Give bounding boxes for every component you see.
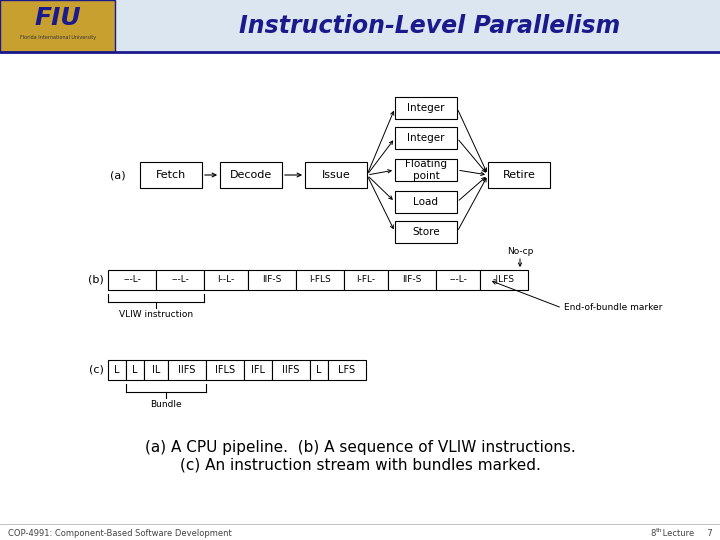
Bar — [395, 221, 457, 243]
Bar — [395, 159, 457, 181]
Bar — [296, 270, 344, 290]
Text: L: L — [316, 365, 322, 375]
Text: Store: Store — [412, 227, 440, 237]
Text: I-FL-: I-FL- — [356, 275, 376, 285]
Text: Floating
point: Floating point — [405, 159, 447, 181]
Text: ---L-: ---L- — [449, 275, 467, 285]
Text: Bundle: Bundle — [150, 400, 182, 409]
Text: 8: 8 — [650, 529, 655, 537]
Bar — [395, 127, 457, 149]
Bar — [156, 270, 204, 290]
Text: Decode: Decode — [230, 170, 272, 180]
Text: End-of-bundle marker: End-of-bundle marker — [564, 303, 662, 313]
Text: Integer: Integer — [408, 103, 445, 113]
Bar — [488, 162, 550, 188]
Text: (c): (c) — [89, 365, 104, 375]
Text: IFL: IFL — [251, 365, 265, 375]
Text: th: th — [656, 528, 662, 532]
Text: LFS: LFS — [338, 365, 356, 375]
Bar — [244, 360, 272, 380]
Text: Lecture     7: Lecture 7 — [660, 529, 713, 537]
Text: IFLS: IFLS — [215, 365, 235, 375]
Text: (b): (b) — [89, 275, 104, 285]
Text: Retire: Retire — [503, 170, 536, 180]
Text: FIU: FIU — [35, 6, 81, 30]
Text: Load: Load — [413, 197, 438, 207]
Bar — [0, 0, 720, 52]
Text: IIF-S: IIF-S — [402, 275, 422, 285]
Text: ---L-: ---L- — [171, 275, 189, 285]
Text: Fetch: Fetch — [156, 170, 186, 180]
Text: Integer: Integer — [408, 133, 445, 143]
Text: (a): (a) — [110, 170, 126, 180]
Bar — [0, 0, 115, 52]
Bar — [310, 360, 328, 380]
Text: Issue: Issue — [322, 170, 351, 180]
Text: I-FLS: I-FLS — [309, 275, 331, 285]
Bar — [220, 162, 282, 188]
Bar — [388, 270, 436, 290]
Bar — [206, 360, 244, 380]
Text: IIFS: IIFS — [282, 365, 300, 375]
Bar — [108, 270, 156, 290]
Text: Florida International University: Florida International University — [20, 36, 96, 40]
Bar — [328, 360, 366, 380]
Text: ---L-: ---L- — [123, 275, 141, 285]
Text: L: L — [132, 365, 138, 375]
Bar — [436, 270, 480, 290]
Bar — [126, 360, 144, 380]
Bar — [248, 270, 296, 290]
Bar — [305, 162, 367, 188]
Bar — [395, 191, 457, 213]
Text: No-cp: No-cp — [507, 247, 534, 256]
Bar — [480, 270, 528, 290]
Text: IIFS: IIFS — [179, 365, 196, 375]
Text: VLIW instruction: VLIW instruction — [119, 310, 193, 319]
Bar — [108, 360, 126, 380]
Text: I--L-: I--L- — [217, 275, 235, 285]
Bar — [272, 360, 310, 380]
Text: IIF-S: IIF-S — [262, 275, 282, 285]
Bar — [140, 162, 202, 188]
Bar — [168, 360, 206, 380]
Text: (c) An instruction stream with bundles marked.: (c) An instruction stream with bundles m… — [179, 458, 541, 473]
Text: -|LFS: -|LFS — [493, 275, 515, 285]
Text: COP-4991: Component-Based Software Development: COP-4991: Component-Based Software Devel… — [8, 529, 232, 537]
Bar — [395, 97, 457, 119]
Text: L: L — [114, 365, 120, 375]
Bar — [344, 270, 388, 290]
Text: IL: IL — [152, 365, 160, 375]
Text: (a) A CPU pipeline.  (b) A sequence of VLIW instructions.: (a) A CPU pipeline. (b) A sequence of VL… — [145, 440, 575, 455]
Text: Instruction-Level Parallelism: Instruction-Level Parallelism — [239, 14, 621, 38]
Bar — [204, 270, 248, 290]
Bar — [144, 360, 168, 380]
